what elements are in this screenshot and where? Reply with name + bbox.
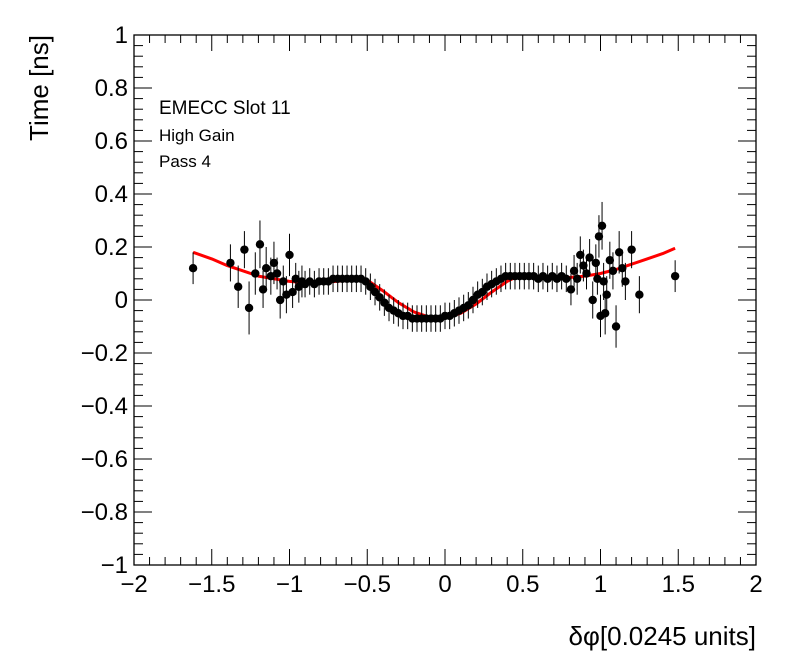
y-tick-label: −0.6 [81,446,128,473]
data-point [244,303,254,313]
data-point [258,285,268,294]
data-point [602,290,611,299]
data-point [240,245,249,254]
data-point [255,240,265,249]
data-point [261,264,271,273]
x-tick-label: −0.5 [344,571,391,598]
data-point [627,245,636,254]
x-tick-labels: −2 −1.5 −1 −0.5 0 0.5 1 1.5 2 [120,571,762,598]
data-point [566,285,576,294]
y-tick-label: 0.6 [95,128,128,155]
y-tick-label: 0.2 [95,234,128,261]
data-point [288,287,297,297]
data-point [670,271,680,281]
data-point [614,248,624,257]
data-point [562,274,571,283]
y-tick-label: 0 [115,287,128,314]
data-points [188,221,680,331]
data-point [233,282,243,291]
y-tick-label: −1 [101,552,128,579]
data-point [597,221,607,230]
data-point [285,250,294,260]
data-point [272,269,282,278]
data-point [621,277,630,286]
x-tick-label: 0 [438,571,451,598]
data-point [251,269,260,278]
y-tick-label: −0.2 [81,340,128,367]
data-point [279,277,288,286]
x-tick-label: 2 [749,571,762,598]
y-axis-label: Time [ns] [24,35,54,141]
x-axis-label: δφ[0.0245 units] [569,621,756,651]
x-tick-label: −1.5 [188,571,235,598]
data-point [591,258,601,268]
annotation-gain: High Gain [159,126,235,145]
data-point [275,295,285,305]
data-point [611,322,621,331]
data-point [576,250,585,260]
y-tick-label: 0.4 [95,181,128,208]
data-point [572,274,582,283]
data-point [585,253,594,262]
data-point [608,266,618,276]
annotation-pass: Pass 4 [159,152,211,171]
x-tick-label: −1 [276,571,303,598]
data-point [226,258,235,268]
data-point [605,256,615,265]
x-tick-label: 1.5 [662,571,695,598]
data-point [594,232,604,241]
y-tick-label: −0.4 [81,393,128,420]
data-point [618,264,627,273]
data-point [579,261,588,270]
data-point [635,290,644,299]
data-point [269,258,279,268]
y-tick-label: 1 [115,22,128,49]
x-tick-label: 1 [594,571,607,598]
data-point [599,277,608,286]
data-point [188,264,198,273]
y-tick-labels: −1 −0.8 −0.6 −0.4 −0.2 0 0.2 0.4 0.6 0.8 1 [81,22,128,579]
y-tick-label: −0.8 [81,499,128,526]
axis-ticks [133,34,757,566]
x-tick-label: 0.5 [506,571,539,598]
annotation-slot: EMECC Slot 11 [159,98,291,119]
x-tick-label: −2 [120,571,147,598]
data-point [569,266,579,276]
data-point [582,269,591,278]
data-point [588,295,597,305]
y-tick-label: 0.8 [95,75,128,102]
data-point [600,309,610,318]
